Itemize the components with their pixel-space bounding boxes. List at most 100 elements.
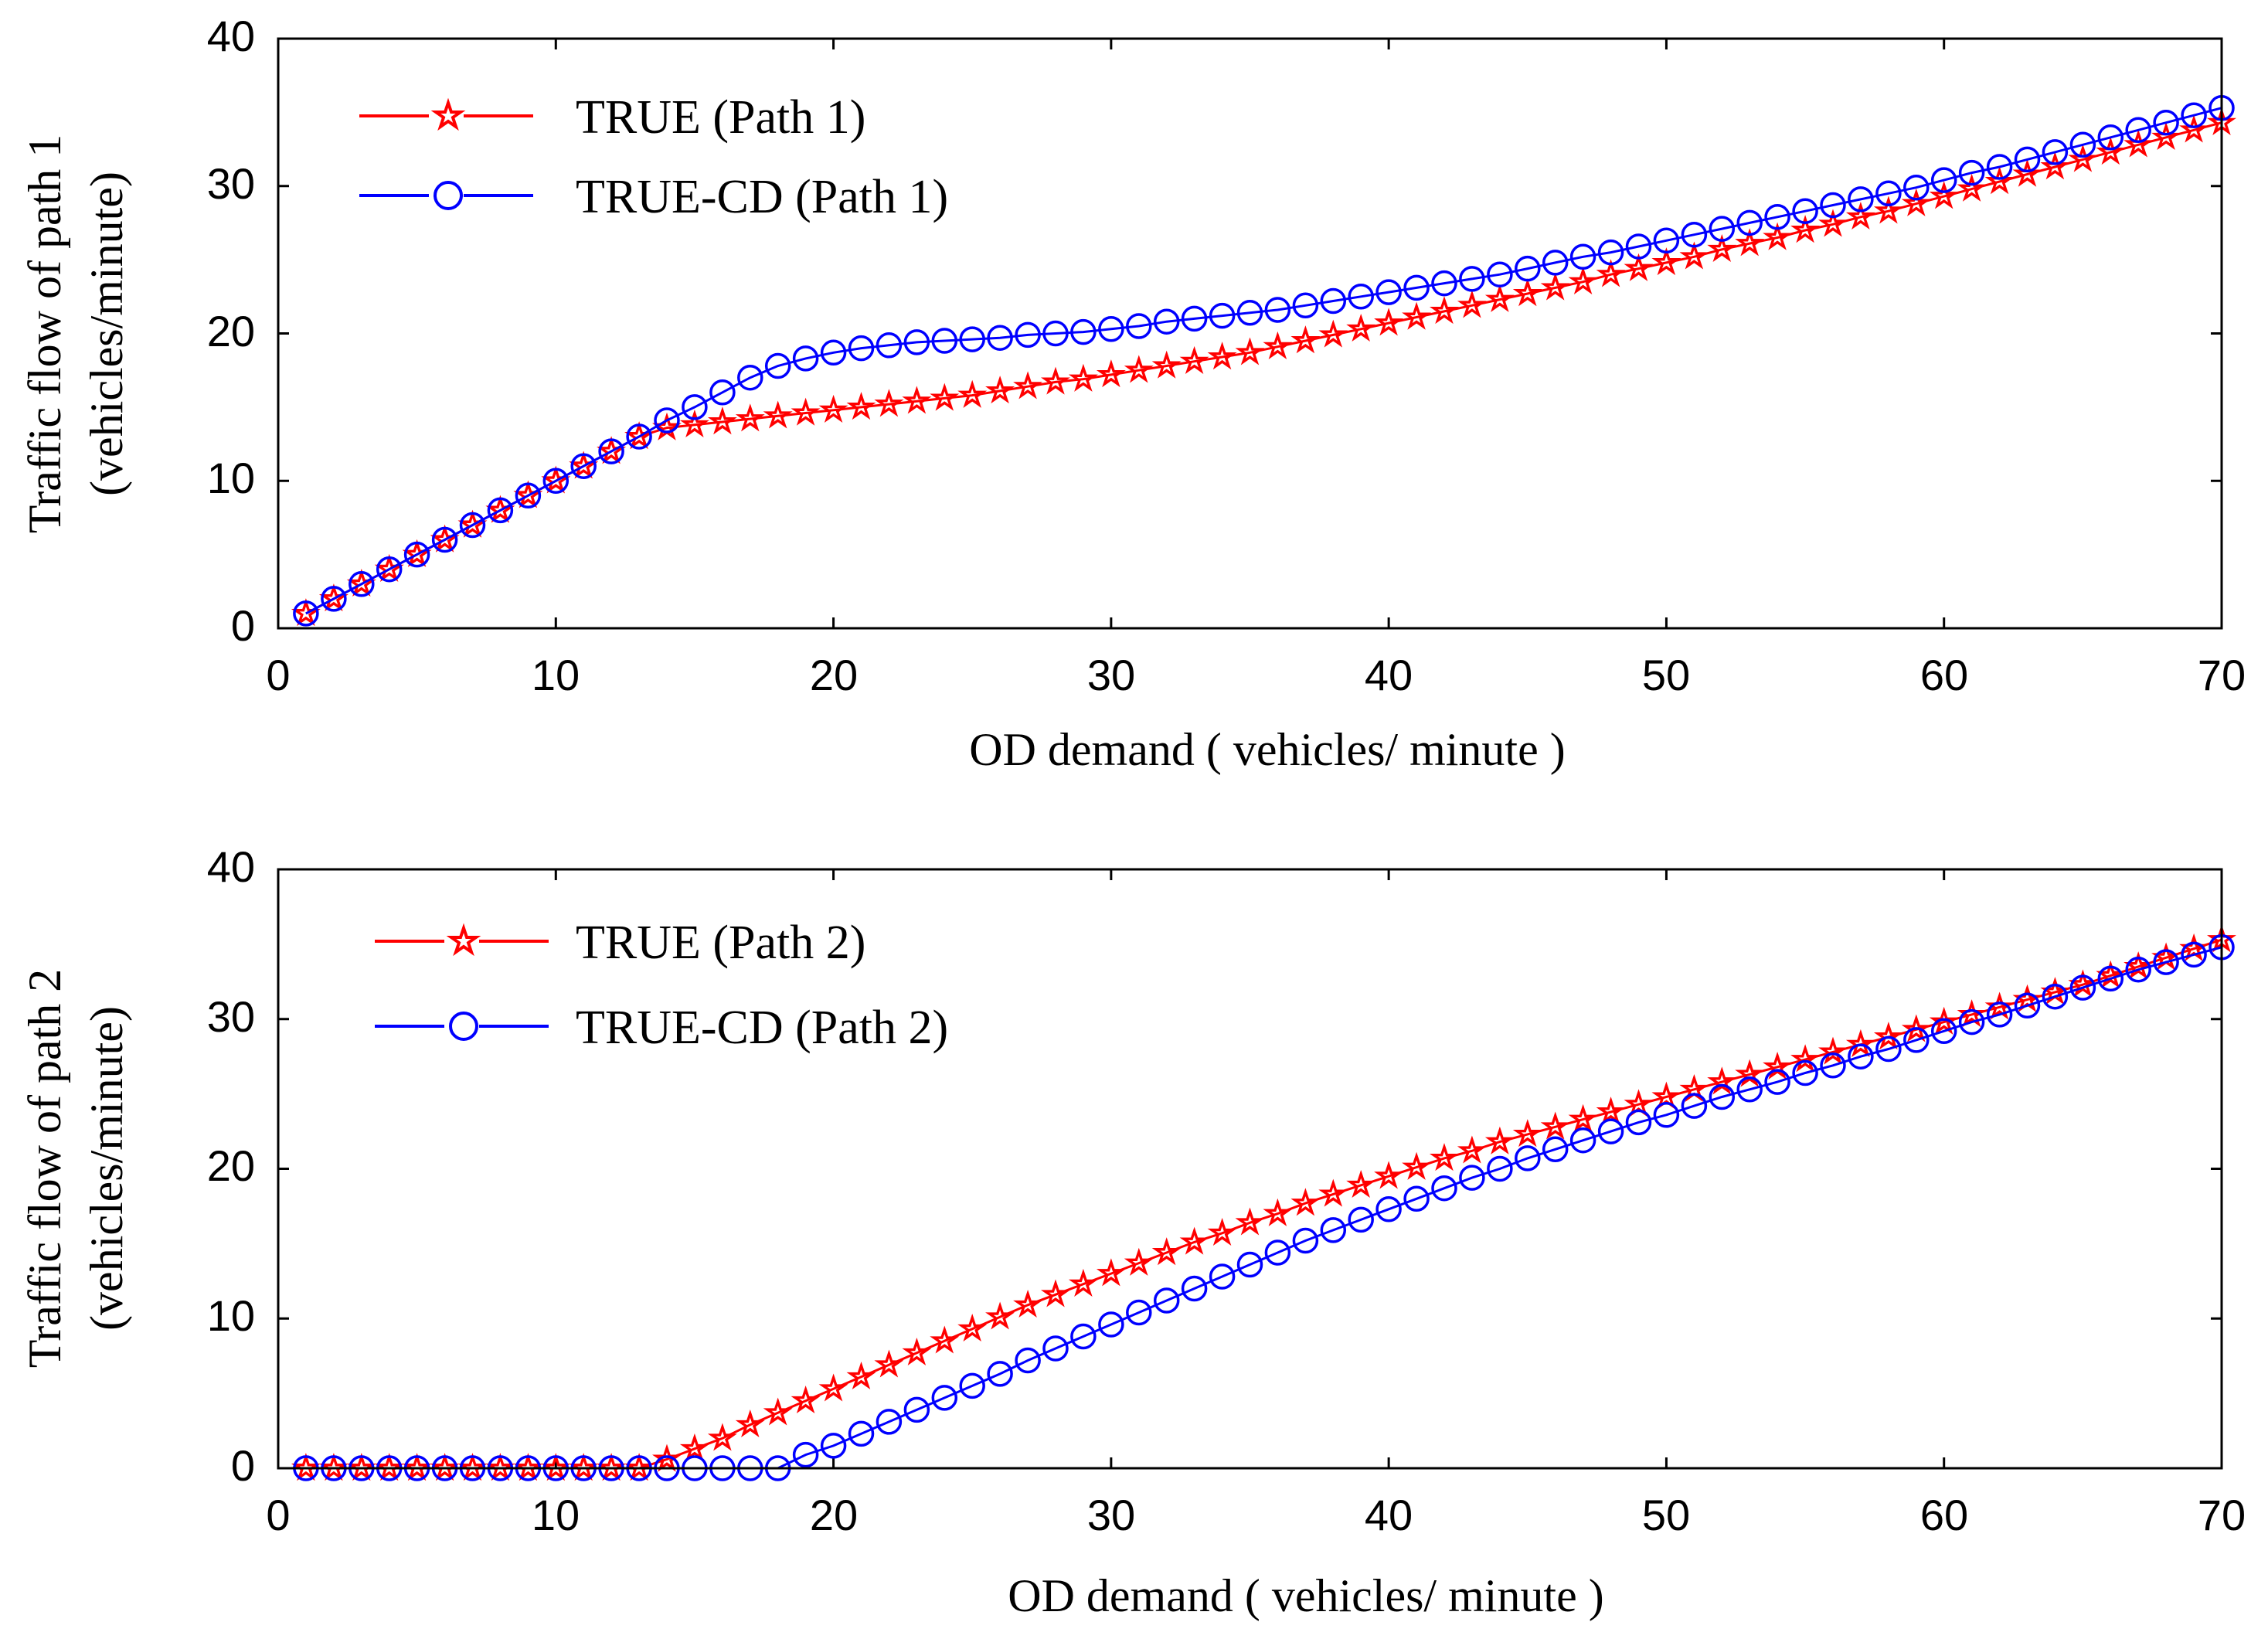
data-point-true-path-1: [818, 394, 848, 423]
data-point-true-cd-path-1: [1542, 250, 1569, 276]
data-point-true-path-1: [2179, 114, 2209, 143]
data-point-true-cd-path-1: [403, 541, 430, 568]
data-point-true-cd-path-1: [1653, 227, 1680, 254]
data-point-true-path-2: [902, 1337, 932, 1366]
chart-path-2-x-tick-label: 10: [532, 1491, 580, 1539]
data-point-true-cd-path-1: [1209, 302, 1236, 329]
data-point-true-cd-path-2: [1986, 1001, 2013, 1028]
data-point-true-path-1: [1124, 355, 1154, 383]
chart-path-1-x-tick-label: 0: [266, 651, 290, 699]
data-point-true-path-1: [1151, 350, 1182, 379]
data-point-true-path-1: [679, 409, 709, 438]
data-point-true-cd-path-1: [1736, 209, 1763, 236]
data-point-true-cd-path-1: [1487, 261, 1513, 287]
data-point-true-path-1: [874, 389, 904, 417]
legend-star-marker: [430, 97, 466, 131]
chart-path-1-y-tick-label: 30: [207, 159, 255, 208]
data-point-true-cd-path-1: [1903, 174, 1930, 201]
data-point-true-cd-path-1: [959, 326, 985, 352]
data-point-true-path-1: [707, 406, 737, 435]
chart-path-1-plot-frame: [277, 37, 2223, 630]
data-point-true-cd-path-1: [1403, 274, 1430, 301]
data-point-true-path-2: [957, 1313, 988, 1342]
data-point-true-cd-path-2: [876, 1409, 903, 1435]
chart-path-2-series: [291, 924, 2236, 1481]
data-point-true-path-1: [1318, 319, 1348, 348]
chart-path-2-y-tick-label: 30: [207, 992, 255, 1041]
chart-path-1-legend: TRUE (Path 1) TRUE-CD (Path 1): [359, 91, 948, 223]
data-point-true-path-1: [902, 386, 932, 414]
data-point-true-cd-path-1: [1986, 154, 2013, 180]
chart-path-1-x-tick-label: 40: [1365, 651, 1413, 699]
data-point-true-cd-path-1: [1015, 321, 1041, 349]
data-point-true-path-1: [1818, 209, 1848, 237]
data-point-true-path-1: [735, 403, 765, 432]
data-point-true-path-1: [1624, 253, 1654, 281]
chart-path-2-x-axis-label: OD demand ( vehicles/ minute ): [1008, 1570, 1603, 1621]
data-point-true-cd-path-1: [1070, 318, 1097, 345]
data-point-true-cd-path-2: [1487, 1155, 1513, 1182]
data-point-true-path-2: [1263, 1198, 1293, 1226]
legend-entry-true-cd-path-1: TRUE-CD (Path 1): [359, 171, 948, 223]
data-point-true-cd-path-2: [2014, 992, 2041, 1019]
legend-label-true-path-1: TRUE (Path 1): [576, 91, 865, 144]
data-point-true-path-1: [2040, 151, 2070, 180]
data-point-true-path-1: [2123, 129, 2154, 158]
data-point-true-cd-path-2: [2069, 974, 2096, 1001]
data-point-true-cd-path-2: [987, 1361, 1013, 1387]
data-point-true-path-2: [430, 1453, 460, 1481]
data-point-true-path-2: [346, 1453, 376, 1481]
data-point-true-path-1: [791, 397, 821, 426]
chart-path-1-x-tick-label: 20: [810, 651, 858, 699]
data-point-true-cd-path-1: [293, 600, 319, 627]
data-point-true-path-2: [291, 1453, 321, 1481]
data-point-true-cd-path-1: [1375, 279, 1402, 305]
chart-path-1-series: [291, 94, 2236, 627]
data-point-true-cd-path-2: [1903, 1027, 1930, 1053]
data-point-true-cd-path-1: [1958, 159, 1985, 186]
legend-entry-true-path-2: TRUE (Path 2): [375, 916, 865, 969]
data-point-true-cd-path-2: [1403, 1185, 1430, 1212]
data-point-true-cd-path-1: [570, 453, 597, 479]
data-point-true-cd-path-2: [1070, 1323, 1097, 1350]
data-point-true-path-1: [1430, 296, 1459, 325]
data-point-true-path-2: [818, 1373, 848, 1402]
chart-path-1-y-axis-label-line2: (vehicles/minute): [81, 172, 132, 496]
data-point-true-cd-path-1: [1930, 167, 1957, 193]
data-point-true-cd-path-1: [598, 438, 624, 464]
data-point-true-cd-path-1: [2069, 131, 2096, 158]
chart-path-2-y-axis-label-line1: Traffic flow of path 2: [19, 969, 70, 1369]
data-point-true-cd-path-1: [1597, 239, 1624, 266]
data-point-true-cd-path-2: [1098, 1311, 1124, 1338]
data-point-true-cd-path-2: [2153, 949, 2179, 975]
data-point-true-cd-path-1: [487, 497, 514, 524]
data-point-true-path-2: [374, 1453, 404, 1481]
data-point-true-path-1: [1013, 371, 1043, 400]
data-point-true-cd-path-1: [349, 571, 375, 597]
data-point-true-path-1: [1484, 284, 1515, 312]
data-point-true-path-2: [1207, 1217, 1237, 1246]
data-point-true-cd-path-1: [1709, 216, 1736, 242]
data-point-true-path-1: [930, 383, 960, 411]
chart-path-1-x-tick-label: 50: [1642, 651, 1690, 699]
data-point-true-cd-path-2: [1126, 1299, 1152, 1326]
data-point-true-path-2: [1151, 1237, 1182, 1266]
data-point-true-cd-path-1: [2181, 102, 2207, 128]
data-point-true-cd-path-2: [1320, 1217, 1347, 1243]
data-point-true-path-1: [1457, 290, 1487, 318]
data-point-true-path-2: [541, 1453, 571, 1481]
data-point-true-cd-path-1: [2153, 109, 2179, 136]
data-point-true-path-1: [1207, 342, 1237, 370]
data-point-true-cd-path-2: [1348, 1206, 1374, 1233]
data-point-true-path-2: [679, 1433, 709, 1462]
data-point-true-path-2: [2068, 969, 2098, 998]
data-point-true-path-2: [1484, 1126, 1515, 1154]
data-point-true-path-1: [1873, 196, 1903, 224]
data-point-true-path-2: [874, 1349, 904, 1378]
data-point-true-path-2: [1013, 1289, 1043, 1318]
data-point-true-path-2: [791, 1385, 821, 1414]
legend-circle-marker: [434, 181, 463, 210]
data-point-true-path-2: [1818, 1036, 1848, 1065]
